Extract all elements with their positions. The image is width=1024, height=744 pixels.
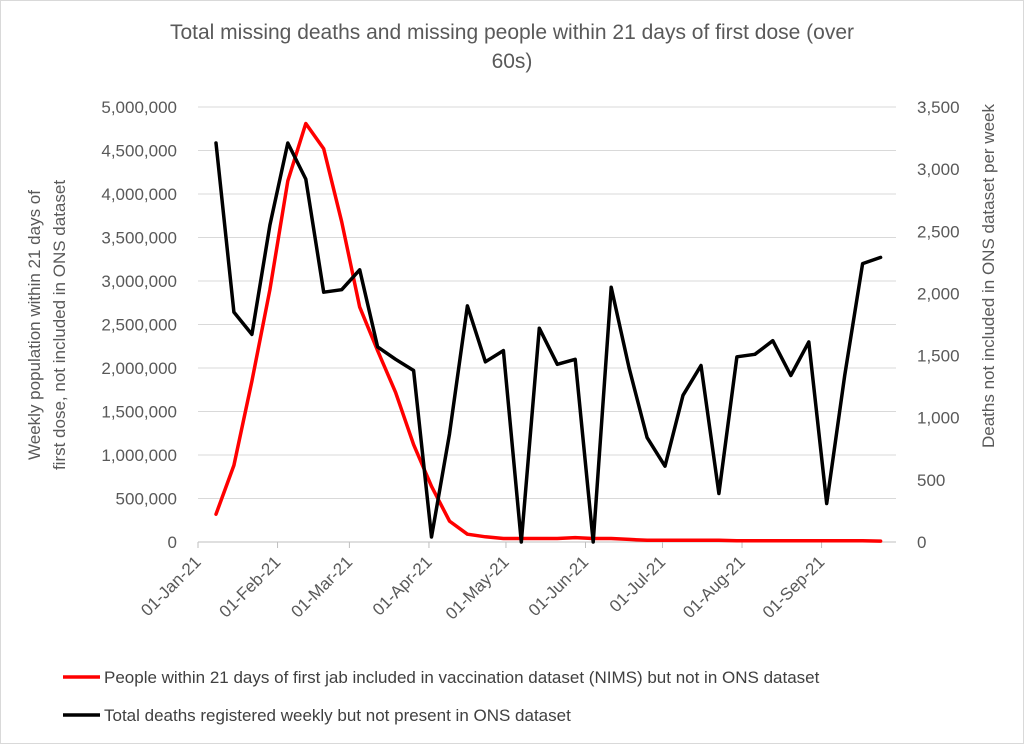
x-tick-label: 01-Jul-21: [606, 552, 670, 616]
legend-label: Total deaths registered weekly but not p…: [104, 706, 571, 725]
x-tick-label: 01-Mar-21: [287, 552, 356, 621]
left-y-tick-label: 3,500,000: [101, 229, 177, 248]
right-y-tick-label: 2,000: [917, 284, 960, 303]
x-tick-label: 01-Jun-21: [525, 552, 593, 620]
right-y-tick-label: 1,000: [917, 409, 960, 428]
right-y-tick-label: 3,500: [917, 98, 960, 117]
left-y-tick-label: 1,500,000: [101, 403, 177, 422]
right-y-tick-label: 3,000: [917, 160, 960, 179]
legend-label: People within 21 days of first jab inclu…: [104, 668, 820, 687]
left-y-axis-title: Weekly population within 21 days of: [25, 190, 44, 460]
x-tick-label: 01-May-21: [442, 552, 513, 623]
series-lines: [214, 121, 883, 544]
series-line-1: [214, 141, 883, 544]
left-y-tick-label: 500,000: [116, 490, 177, 509]
chart-title: Total missing deaths and missing people …: [170, 21, 854, 73]
right-y-axis-title: Deaths not included in ONS dataset per w…: [979, 104, 998, 448]
left-y-axis-title: first dose, not included in ONS dataset: [50, 180, 69, 470]
x-axis: 01-Jan-21 01-Feb-21 01-Mar-21 01-Apr-21 01-M…: [137, 542, 828, 623]
left-y-axis: 0 500,000 1,000,000 1,500,000 2,000,000 2,500…: [25, 98, 177, 552]
right-y-tick-label: 500: [917, 471, 945, 490]
right-y-tick-label: 1,500: [917, 347, 960, 366]
left-y-tick-label: 4,500,000: [101, 142, 177, 161]
x-tick-label: 01-Feb-21: [215, 552, 284, 621]
x-tick-label: 01-Aug-21: [679, 552, 749, 622]
right-y-axis: 0 500 1,000 1,500 2,000 2,500 3,000 3,500 Deaths…: [917, 98, 998, 552]
left-y-tick-label: 2,000,000: [101, 359, 177, 378]
left-y-tick-label: 5,000,000: [101, 98, 177, 117]
chart-title-line: 60s): [492, 50, 533, 73]
x-tick-label: 01-Sep-21: [759, 552, 829, 622]
left-y-tick-label: 1,000,000: [101, 446, 177, 465]
right-y-tick-label: 2,500: [917, 222, 960, 241]
left-y-tick-label: 0: [168, 533, 177, 552]
chart-title-line: Total missing deaths and missing people …: [170, 21, 854, 44]
series-line-0: [214, 121, 883, 543]
gridlines: [198, 106, 896, 543]
x-tick-label: 01-Jan-21: [137, 552, 205, 620]
right-y-tick-label: 0: [917, 533, 926, 552]
legend: People within 21 days of first jab inclu…: [63, 668, 820, 725]
left-y-tick-label: 4,000,000: [101, 185, 177, 204]
x-tick-label: 01-Apr-21: [369, 552, 436, 619]
left-y-tick-label: 3,000,000: [101, 272, 177, 291]
left-y-tick-label: 2,500,000: [101, 316, 177, 335]
